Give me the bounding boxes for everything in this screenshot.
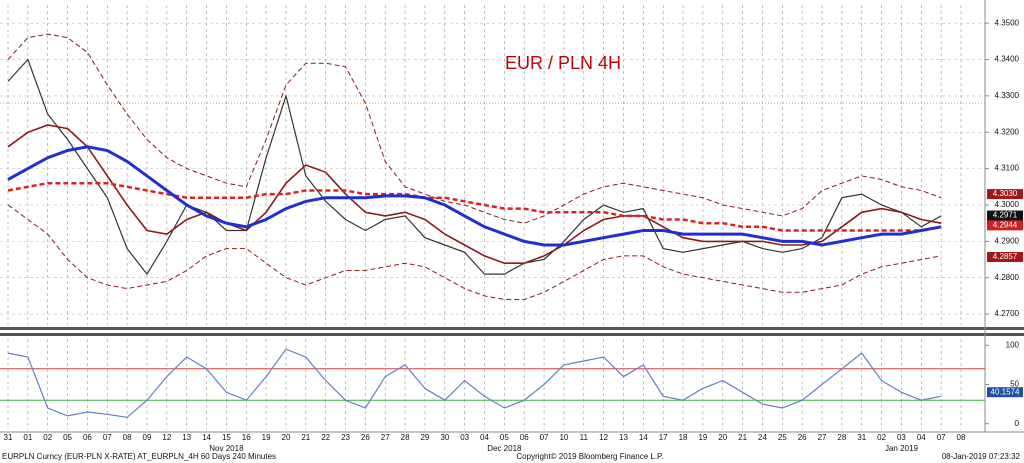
value-tag-label: 4.2944 [993,220,1018,229]
x-tick-label: 06 [520,433,529,442]
month-label: Jan 2019 [885,444,918,453]
series-line [7,348,942,419]
chart-title: EUR / PLN 4H [505,53,621,73]
y-tick-label: 4.3100 [995,164,1020,173]
y-tick-label: 4.2800 [995,273,1020,282]
x-tick-label: 21 [301,433,310,442]
x-tick-label: 27 [818,433,827,442]
value-tag-label: 4.2857 [993,252,1018,261]
y-tick-label: 4.3400 [995,55,1020,64]
x-tick-label: 18 [679,433,688,442]
series-line [7,58,942,276]
series-line [7,33,942,224]
value-tag [987,189,1023,200]
x-tick-label: 19 [698,433,707,442]
panel-separator [0,333,1024,336]
y-tick-label: 4.2700 [995,309,1020,318]
y-tick-label: 4.3000 [995,200,1020,209]
x-tick-label: 31 [857,433,866,442]
x-tick-label: 04 [917,433,926,442]
y-tick-label: 4.2900 [995,236,1020,245]
series-line [7,204,942,300]
value-tag-label: 4.3030 [993,189,1018,198]
x-tick-label: 28 [401,433,410,442]
x-tick-label: 07 [103,433,112,442]
month-label: Nov 2018 [209,444,244,453]
x-tick-label: 20 [282,433,291,442]
x-tick-label: 08 [123,433,132,442]
x-tick-label: 24 [758,433,767,442]
x-tick-label: 02 [877,433,886,442]
x-tick-label: 29 [420,433,429,442]
x-tick-label: 31 [4,433,13,442]
value-tag [987,220,1023,231]
x-tick-label: 01 [23,433,32,442]
x-tick-label: 11 [580,433,589,442]
x-tick-label: 25 [778,433,787,442]
value-tag [987,210,1023,221]
y-tick-label: 50 [1010,380,1019,389]
x-tick-label: 13 [182,433,191,442]
x-tick-label: 15 [222,433,231,442]
x-tick-label: 20 [718,433,727,442]
x-tick-label: 21 [738,433,747,442]
x-tick-label: 02 [43,433,52,442]
value-tag [987,387,1023,398]
panel-separator [0,327,1024,330]
x-tick-label: 14 [202,433,211,442]
x-tick-label: 05 [63,433,72,442]
x-tick-label: 07 [540,433,549,442]
x-tick-label: 05 [500,433,509,442]
x-tick-label: 23 [341,433,350,442]
x-tick-label: 22 [321,433,330,442]
x-tick-label: 04 [480,433,489,442]
x-tick-label: 03 [897,433,906,442]
x-tick-label: 19 [262,433,271,442]
y-tick-label: 4.3200 [995,127,1020,136]
x-tick-label: 10 [559,433,568,442]
y-tick-label: 4.3500 [995,18,1020,27]
y-tick-label: 4.3300 [995,91,1020,100]
value-tag-label: 40.1574 [991,387,1020,396]
x-tick-label: 26 [798,433,807,442]
value-tag-label: 4.2971 [993,211,1018,220]
y-tick-label: 100 [1006,340,1020,349]
x-tick-label: 06 [83,433,92,442]
x-tick-label: 12 [599,433,608,442]
x-tick-label: 09 [143,433,152,442]
x-tick-label: 12 [162,433,171,442]
series-line [7,124,942,264]
x-tick-label: 14 [639,433,648,442]
x-tick-label: 07 [937,433,946,442]
x-tick-label: 28 [837,433,846,442]
x-tick-label: 08 [957,433,966,442]
x-tick-label: 17 [659,433,668,442]
series-line [7,145,942,247]
footer-copyright: Copyright© 2019 Bloomberg Finance L.P. [516,452,663,461]
y-tick-label: 0 [1015,419,1020,428]
x-tick-label: 26 [361,433,370,442]
x-tick-label: 13 [619,433,628,442]
value-tag [987,252,1023,262]
x-tick-label: 30 [440,433,449,442]
footer-timestamp: 08-Jan-2019 07:23:32 [942,452,1021,461]
x-tick-label: 16 [242,433,251,442]
footer-security: EURPLN Curncy (EUR-PLN X-RATE) AT_EURPLN… [2,452,276,461]
x-tick-label: 03 [460,433,469,442]
x-tick-label: 27 [381,433,390,442]
month-label: Dec 2018 [487,444,522,453]
